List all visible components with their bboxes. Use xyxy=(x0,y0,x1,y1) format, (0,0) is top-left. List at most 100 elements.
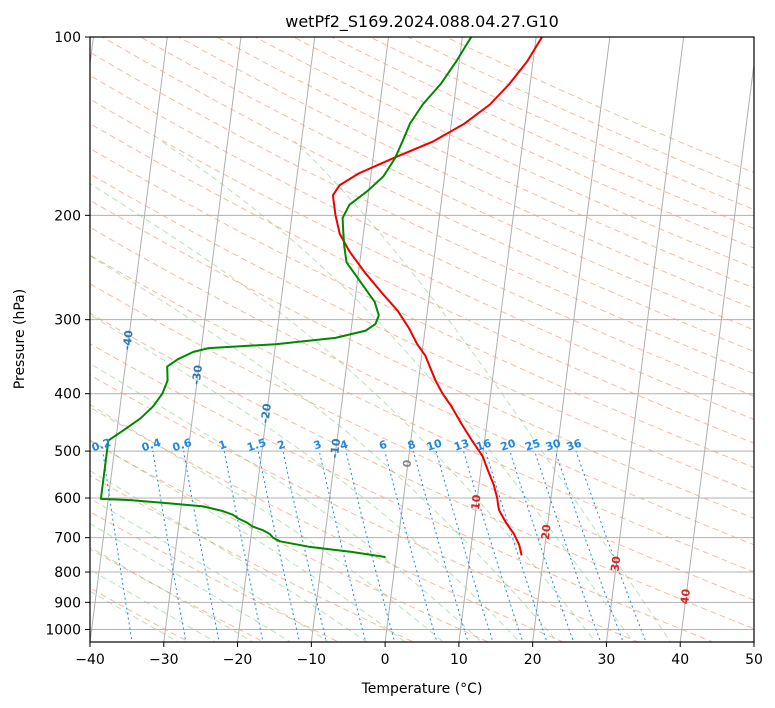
dry-adiabat xyxy=(90,283,754,601)
mixing-ratio-label: 36 xyxy=(565,437,584,454)
dry-adiabat xyxy=(215,37,754,289)
y-tick-label: 1000 xyxy=(45,622,81,638)
dry-adiabat xyxy=(90,122,754,444)
x-tick-label: 0 xyxy=(381,652,390,668)
moist-adiabat xyxy=(294,140,672,642)
mixing-ratio-label: 1.5 xyxy=(245,436,268,454)
dry-adiabat xyxy=(90,173,754,494)
mixing-ratio-line xyxy=(534,450,602,642)
dry-adiabat xyxy=(90,475,415,642)
isotherm-label: -20 xyxy=(258,402,273,424)
dry-adiabat xyxy=(406,37,754,192)
y-tick-label: 500 xyxy=(54,444,81,460)
isotherm-label: 40 xyxy=(678,588,693,605)
mixing-ratio-label: 16 xyxy=(474,437,493,454)
mixing-ratio-label: 1 xyxy=(217,438,228,453)
dewpoint-profile xyxy=(99,37,473,559)
mixing-ratio-label: 0.4 xyxy=(140,436,163,454)
isotherm-label: -30 xyxy=(190,364,205,386)
x-tick-label: 50 xyxy=(745,652,763,668)
isotherm-label: 0 xyxy=(400,459,414,469)
x-tick-label: −10 xyxy=(297,652,327,668)
mixing-ratio-line xyxy=(485,450,548,642)
x-tick-label: 30 xyxy=(598,652,616,668)
mixing-ratio-line xyxy=(412,450,469,642)
isotherm-label: -10 xyxy=(328,437,343,459)
mixing-ratio-line xyxy=(554,450,624,642)
dry-adiabat xyxy=(90,343,715,642)
mixing-ratio-lines xyxy=(102,450,647,642)
moist-adiabat xyxy=(90,404,445,642)
mixing-ratio-line xyxy=(575,450,647,642)
chart-title: wetPf2_S169.2024.088.04.27.G10 xyxy=(285,12,559,32)
mixing-ratio-line xyxy=(463,450,524,642)
dry-adiabat xyxy=(90,312,754,630)
mixing-ratio-label: 20 xyxy=(499,437,518,454)
y-axis-label: Pressure (hPa) xyxy=(12,289,28,389)
mixing-ratio-line xyxy=(435,450,494,642)
isotherm-gridline xyxy=(163,37,242,642)
mixing-ratio-label: 3 xyxy=(312,438,323,453)
x-tick-label: 20 xyxy=(524,652,542,668)
x-tick-label: −20 xyxy=(223,652,253,668)
x-tick-label: −40 xyxy=(75,652,105,668)
moist-adiabat xyxy=(90,439,406,642)
mixing-ratio-line xyxy=(384,450,438,642)
mixing-ratio-label: 2 xyxy=(276,438,287,453)
mixing-ratio-label: 0.6 xyxy=(171,436,194,454)
sounding-profiles xyxy=(99,37,543,559)
y-tick-label: 900 xyxy=(54,595,81,611)
mixing-ratio-label: 6 xyxy=(377,438,389,453)
moist-adiabat xyxy=(90,183,597,642)
moist-adiabat xyxy=(90,314,521,642)
mixing-ratio-label: 4 xyxy=(338,438,350,453)
isotherm-label: -40 xyxy=(120,329,135,351)
isotherm-gridline xyxy=(310,37,390,642)
isotherm-gridline xyxy=(237,37,316,642)
mixing-ratio-label: 30 xyxy=(544,437,563,454)
dry-adiabat xyxy=(90,440,490,642)
y-tick-label: 800 xyxy=(54,565,81,581)
x-tick-label: −30 xyxy=(149,652,179,668)
dry-adiabat xyxy=(368,37,754,211)
x-axis-ticks: −40 −30 −20 −10 0 10 20 30 40 50 xyxy=(75,642,763,668)
y-tick-label: 600 xyxy=(54,491,81,507)
isotherm-gridline xyxy=(458,37,537,642)
y-axis-ticks: 100 200 300 400 500 600 700 800 900 1000 xyxy=(45,30,90,638)
x-axis-label: Temperature (°C) xyxy=(361,681,483,697)
isotherm-gridline xyxy=(679,60,754,642)
mixing-ratio-label: 13 xyxy=(452,437,471,454)
isobar-gridlines xyxy=(90,37,754,630)
plot-area: -100-90-80-70-60-50-40-30-20-10010203040… xyxy=(90,37,754,642)
y-tick-label: 700 xyxy=(54,531,81,547)
mixing-ratio-label: 0.2 xyxy=(90,436,113,454)
y-tick-label: 400 xyxy=(54,387,81,403)
y-tick-label: 100 xyxy=(54,30,81,46)
moist-adiabats xyxy=(90,140,672,642)
isotherm-gridline xyxy=(90,37,168,642)
isotherm-label: 30 xyxy=(608,555,623,572)
plot-frame xyxy=(89,36,755,643)
mixing-ratio-line xyxy=(509,450,575,642)
isotherm-label: 10 xyxy=(469,493,484,510)
isotherm-gridline xyxy=(384,37,463,642)
isotherm-gridline xyxy=(532,37,611,642)
moist-adiabat xyxy=(161,140,634,642)
dry-adiabat xyxy=(177,37,754,310)
dry-adiabat xyxy=(90,98,754,420)
moist-adiabat xyxy=(90,470,368,642)
y-tick-label: 300 xyxy=(54,313,81,329)
y-tick-label: 200 xyxy=(54,208,81,224)
dry-adiabat xyxy=(90,199,754,519)
moist-adiabat xyxy=(90,255,559,642)
temperature-profile xyxy=(331,37,543,556)
isotherm-gridlines xyxy=(90,37,754,642)
x-tick-label: 10 xyxy=(450,652,468,668)
x-tick-label: 40 xyxy=(671,652,689,668)
dry-adiabat xyxy=(90,147,754,469)
dry-adiabat xyxy=(90,51,754,375)
